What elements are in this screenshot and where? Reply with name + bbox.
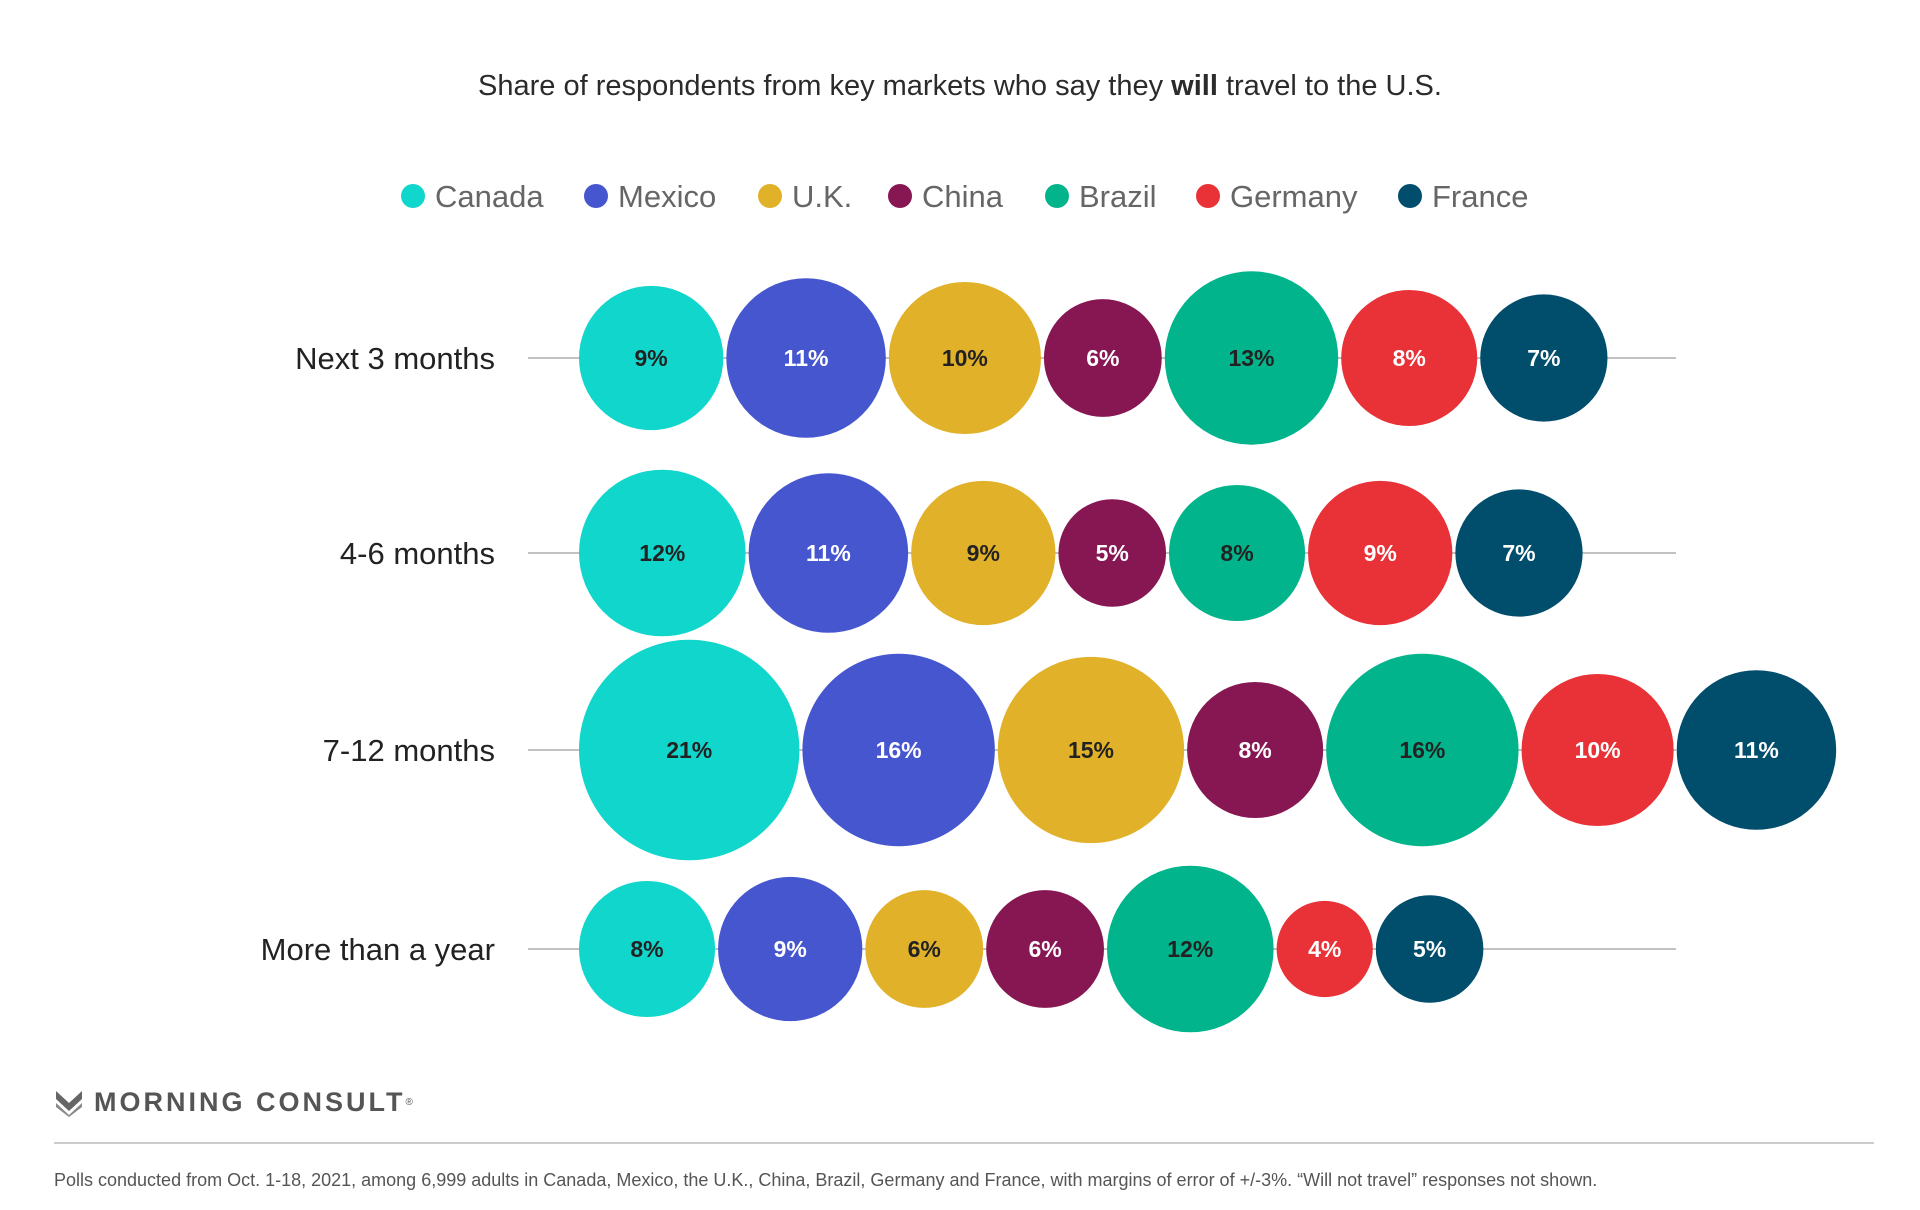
chart-rows: Next 3 months 9% 11% 10% 6% 13% 8% 7%4-6 months… bbox=[261, 271, 1837, 1033]
data-label-mexico: 16% bbox=[876, 737, 922, 763]
legend-swatch-canada bbox=[401, 184, 425, 208]
row-4-6-months: 4-6 months 12% 11% 9% 5% 8% 9% 7% bbox=[340, 469, 1676, 637]
logo-registered-mark: ® bbox=[405, 1096, 413, 1108]
row-7-12-months: 7-12 months 21% 16% 15% 8% 16% 10% 11% bbox=[323, 639, 1837, 861]
legend-label-china: China bbox=[922, 179, 1004, 214]
bubble-france bbox=[1676, 670, 1837, 830]
morning-consult-logo: MORNING CONSULT ® bbox=[54, 1086, 413, 1118]
bubble-canada bbox=[579, 639, 800, 861]
bubble-germany bbox=[1341, 289, 1478, 427]
data-label-china: 8% bbox=[1239, 737, 1272, 763]
legend-label-brazil: Brazil bbox=[1079, 179, 1157, 214]
data-label-u-k: 6% bbox=[908, 936, 941, 962]
bubble-mexico bbox=[748, 473, 909, 633]
legend-label-france: France bbox=[1432, 179, 1528, 214]
footnote: Polls conducted from Oct. 1-18, 2021, am… bbox=[54, 1170, 1598, 1190]
bubble-china bbox=[1058, 499, 1167, 607]
bubble-germany bbox=[1521, 673, 1674, 827]
chart-title-text-end: travel to the U.S. bbox=[1217, 70, 1442, 102]
bubble-u-k bbox=[865, 890, 984, 1008]
bubble-mexico bbox=[718, 876, 863, 1022]
bubble-u-k bbox=[911, 480, 1056, 626]
legend-swatch-france bbox=[1398, 184, 1422, 208]
morning-consult-logo-mark-icon bbox=[56, 1091, 82, 1117]
legend-swatch-germany bbox=[1196, 184, 1220, 208]
data-label-mexico: 9% bbox=[774, 936, 807, 962]
bubble-brazil bbox=[1164, 271, 1339, 445]
bubble-france bbox=[1480, 294, 1608, 422]
data-label-france: 7% bbox=[1502, 540, 1535, 566]
data-label-mexico: 11% bbox=[806, 540, 851, 566]
logo-text: MORNING CONSULT bbox=[94, 1086, 406, 1117]
data-label-canada: 21% bbox=[666, 737, 712, 763]
bubble-mexico bbox=[802, 653, 995, 847]
bubble-china bbox=[1043, 299, 1162, 417]
data-label-france: 11% bbox=[1734, 737, 1779, 763]
legend-swatch-mexico bbox=[584, 184, 608, 208]
bubble-canada bbox=[579, 469, 746, 637]
bubble-brazil bbox=[1169, 484, 1306, 622]
legend-label-canada: Canada bbox=[435, 179, 544, 214]
row-label: More than a year bbox=[261, 932, 495, 967]
row-more-than-a-year: More than a year 8% 9% 6% 6% 12% 4% 5% bbox=[261, 865, 1676, 1033]
data-label-canada: 9% bbox=[635, 345, 668, 371]
data-label-brazil: 8% bbox=[1220, 540, 1253, 566]
data-label-mexico: 11% bbox=[784, 345, 829, 371]
legend-label-u-k: U.K. bbox=[792, 179, 852, 214]
chart-title-emphasis: will bbox=[1171, 70, 1218, 102]
data-label-brazil: 12% bbox=[1167, 936, 1213, 962]
data-label-china: 6% bbox=[1086, 345, 1119, 371]
bubble-u-k bbox=[888, 281, 1041, 435]
row-next-3-months: Next 3 months 9% 11% 10% 6% 13% 8% 7% bbox=[295, 271, 1676, 445]
data-label-germany: 4% bbox=[1308, 936, 1341, 962]
bubble-china bbox=[986, 890, 1104, 1008]
bubble-canada bbox=[579, 880, 716, 1018]
data-label-u-k: 10% bbox=[942, 345, 988, 371]
row-label: 4-6 months bbox=[340, 536, 495, 571]
bubble-mexico bbox=[726, 278, 886, 438]
bubble-brazil bbox=[1326, 653, 1519, 847]
data-label-germany: 9% bbox=[1364, 540, 1397, 566]
row-label: Next 3 months bbox=[295, 341, 495, 376]
legend-label-mexico: Mexico bbox=[618, 179, 716, 214]
data-label-u-k: 15% bbox=[1068, 737, 1114, 763]
bubble-canada bbox=[579, 285, 724, 431]
bubble-germany bbox=[1276, 900, 1373, 998]
data-label-brazil: 13% bbox=[1228, 345, 1274, 371]
bubble-u-k bbox=[997, 656, 1185, 844]
data-label-china: 6% bbox=[1028, 936, 1061, 962]
data-label-canada: 8% bbox=[630, 936, 663, 962]
data-label-germany: 8% bbox=[1393, 345, 1426, 371]
data-label-france: 7% bbox=[1527, 345, 1560, 371]
data-label-u-k: 9% bbox=[967, 540, 1000, 566]
bubble-brazil bbox=[1106, 865, 1274, 1033]
bubble-france bbox=[1375, 895, 1484, 1003]
legend-swatch-china bbox=[888, 184, 912, 208]
legend: Canada Mexico U.K. China Brazil Germany France bbox=[401, 179, 1528, 214]
data-label-germany: 10% bbox=[1575, 737, 1621, 763]
bubble-china bbox=[1187, 681, 1324, 819]
bubble-germany bbox=[1308, 480, 1453, 626]
data-label-brazil: 16% bbox=[1399, 737, 1445, 763]
legend-label-germany: Germany bbox=[1230, 179, 1358, 214]
data-label-canada: 12% bbox=[639, 540, 685, 566]
data-label-france: 5% bbox=[1413, 936, 1446, 962]
legend-swatch-brazil bbox=[1045, 184, 1069, 208]
bubble-france bbox=[1455, 489, 1583, 617]
data-label-china: 5% bbox=[1096, 540, 1129, 566]
chart-title: Share of respondents from key markets wh… bbox=[0, 70, 1920, 103]
footer-divider bbox=[54, 1142, 1874, 1144]
legend-swatch-u-k bbox=[758, 184, 782, 208]
row-label: 7-12 months bbox=[323, 733, 495, 768]
chart-title-text: Share of respondents from key markets wh… bbox=[478, 70, 1172, 102]
